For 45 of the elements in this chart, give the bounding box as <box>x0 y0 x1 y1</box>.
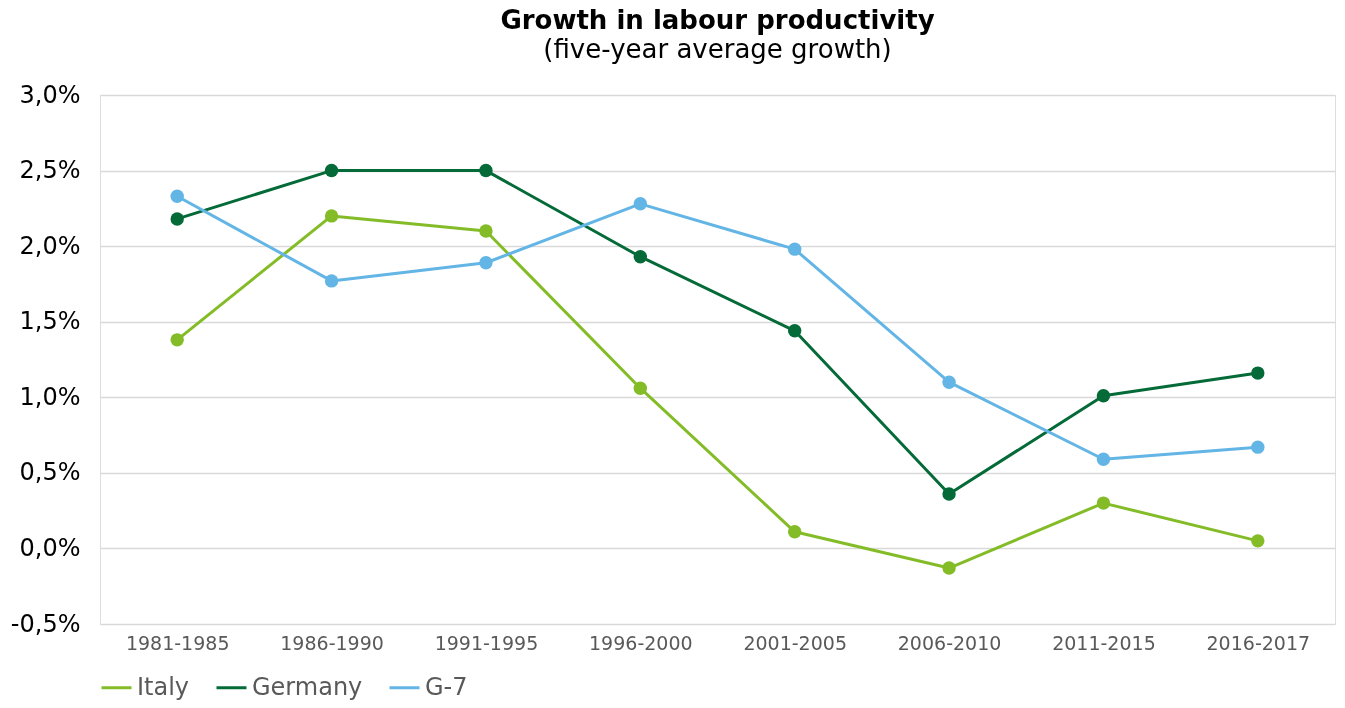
point <box>170 189 184 203</box>
point <box>942 561 956 575</box>
point <box>633 381 648 395</box>
point <box>324 209 339 223</box>
x-tick-label: 2016-2017 <box>1206 631 1311 654</box>
point <box>942 487 956 501</box>
point <box>787 525 802 539</box>
y-tick-label: 0,0% <box>19 533 81 562</box>
chart-subtitle: (five-year average growth) <box>543 34 892 64</box>
x-tick-label: 1991-1995 <box>434 631 539 654</box>
chart-title: Growth in labour productivity <box>500 5 935 35</box>
point <box>170 333 184 347</box>
x-tick-label: 2011-2015 <box>1052 631 1156 654</box>
legend-label: G-7 <box>425 672 468 701</box>
point <box>324 163 339 178</box>
x-tick-label: 1981-1985 <box>125 631 230 654</box>
point <box>787 324 802 338</box>
x-tick-label: 1996-2000 <box>589 631 693 654</box>
x-tick-label: 1986-1990 <box>280 631 384 654</box>
point <box>170 212 184 226</box>
y-tick-label: 3,0% <box>19 80 81 109</box>
point <box>633 250 648 264</box>
point <box>479 163 493 178</box>
point <box>479 224 493 238</box>
point <box>1096 496 1111 510</box>
y-tick-label: 1,0% <box>19 382 81 411</box>
legend-label: Germany <box>252 672 363 701</box>
y-tick-label: 1,5% <box>19 307 81 336</box>
point <box>633 197 648 211</box>
point <box>1251 440 1265 454</box>
x-tick-label: 2001-2005 <box>743 631 847 654</box>
point <box>1096 389 1111 403</box>
point <box>1096 452 1111 466</box>
y-tick-label: 2,0% <box>19 231 81 260</box>
point <box>942 375 956 389</box>
x-tick-label: 2006-2010 <box>897 631 1002 654</box>
legend-label: Italy <box>137 672 190 701</box>
point <box>1251 366 1265 380</box>
y-tick-label: 0,5% <box>19 458 81 487</box>
point <box>479 256 493 270</box>
y-tick-label: -0,5% <box>10 609 81 638</box>
point <box>1251 534 1265 548</box>
point <box>787 242 802 256</box>
point <box>324 274 339 288</box>
y-tick-label: 2,5% <box>19 156 81 185</box>
